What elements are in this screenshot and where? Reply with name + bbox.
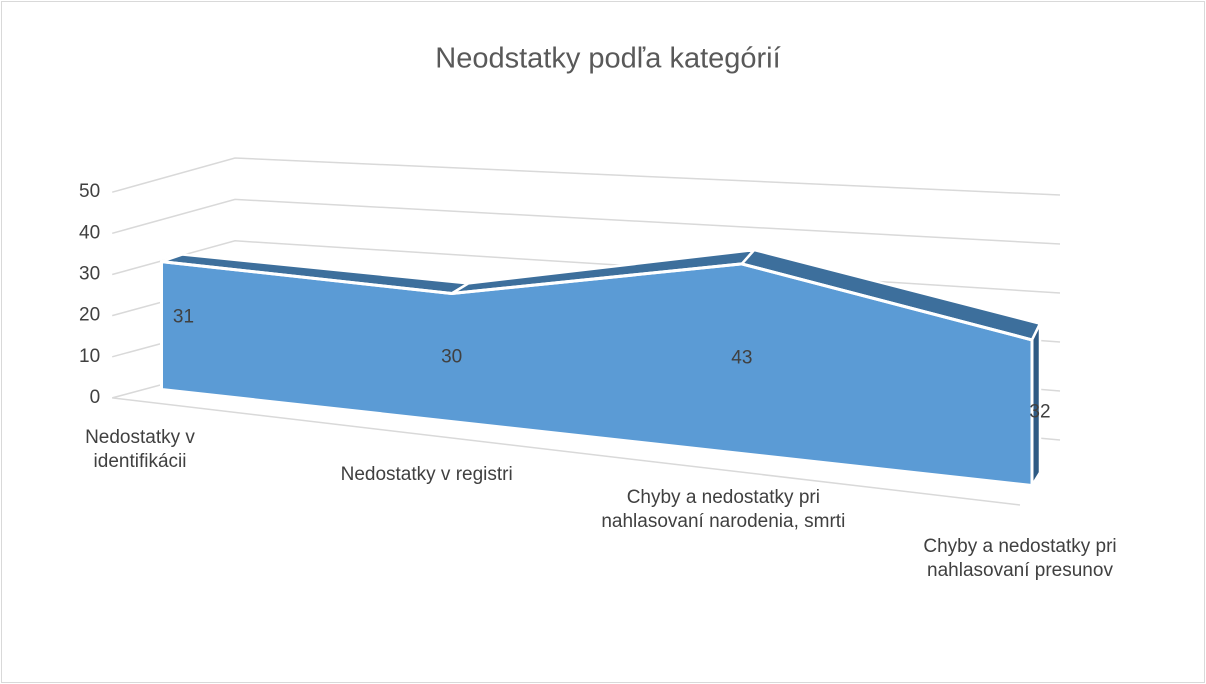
x-tick-label: Chyby a nedostatky pri nahlasovaní presu… xyxy=(923,536,1117,581)
y-tick-label: 50 xyxy=(79,181,100,202)
y-tick-label: 40 xyxy=(79,222,100,243)
y-tick-label: 30 xyxy=(79,263,100,284)
x-tick-label: Nedostatky v identifikácii xyxy=(85,427,195,472)
data-label: 30 xyxy=(441,347,462,368)
data-label: 31 xyxy=(173,307,194,328)
y-tick-label: 20 xyxy=(79,305,100,326)
x-tick-label: Nedostatky v registri xyxy=(340,464,513,485)
area-line xyxy=(161,260,1033,342)
grid-line xyxy=(112,198,1061,245)
y-tick-label: 10 xyxy=(79,346,100,367)
y-tick-label: 0 xyxy=(90,387,101,408)
x-tick-label: Chyby a nedostatky pri nahlasovaní narod… xyxy=(601,487,846,532)
x-axis-line xyxy=(112,397,1021,506)
data-label: 32 xyxy=(1029,402,1050,423)
chart-title: Neodstatky podľa kategórií xyxy=(435,43,780,75)
grid-line xyxy=(111,157,1061,196)
data-label: 43 xyxy=(731,348,752,369)
